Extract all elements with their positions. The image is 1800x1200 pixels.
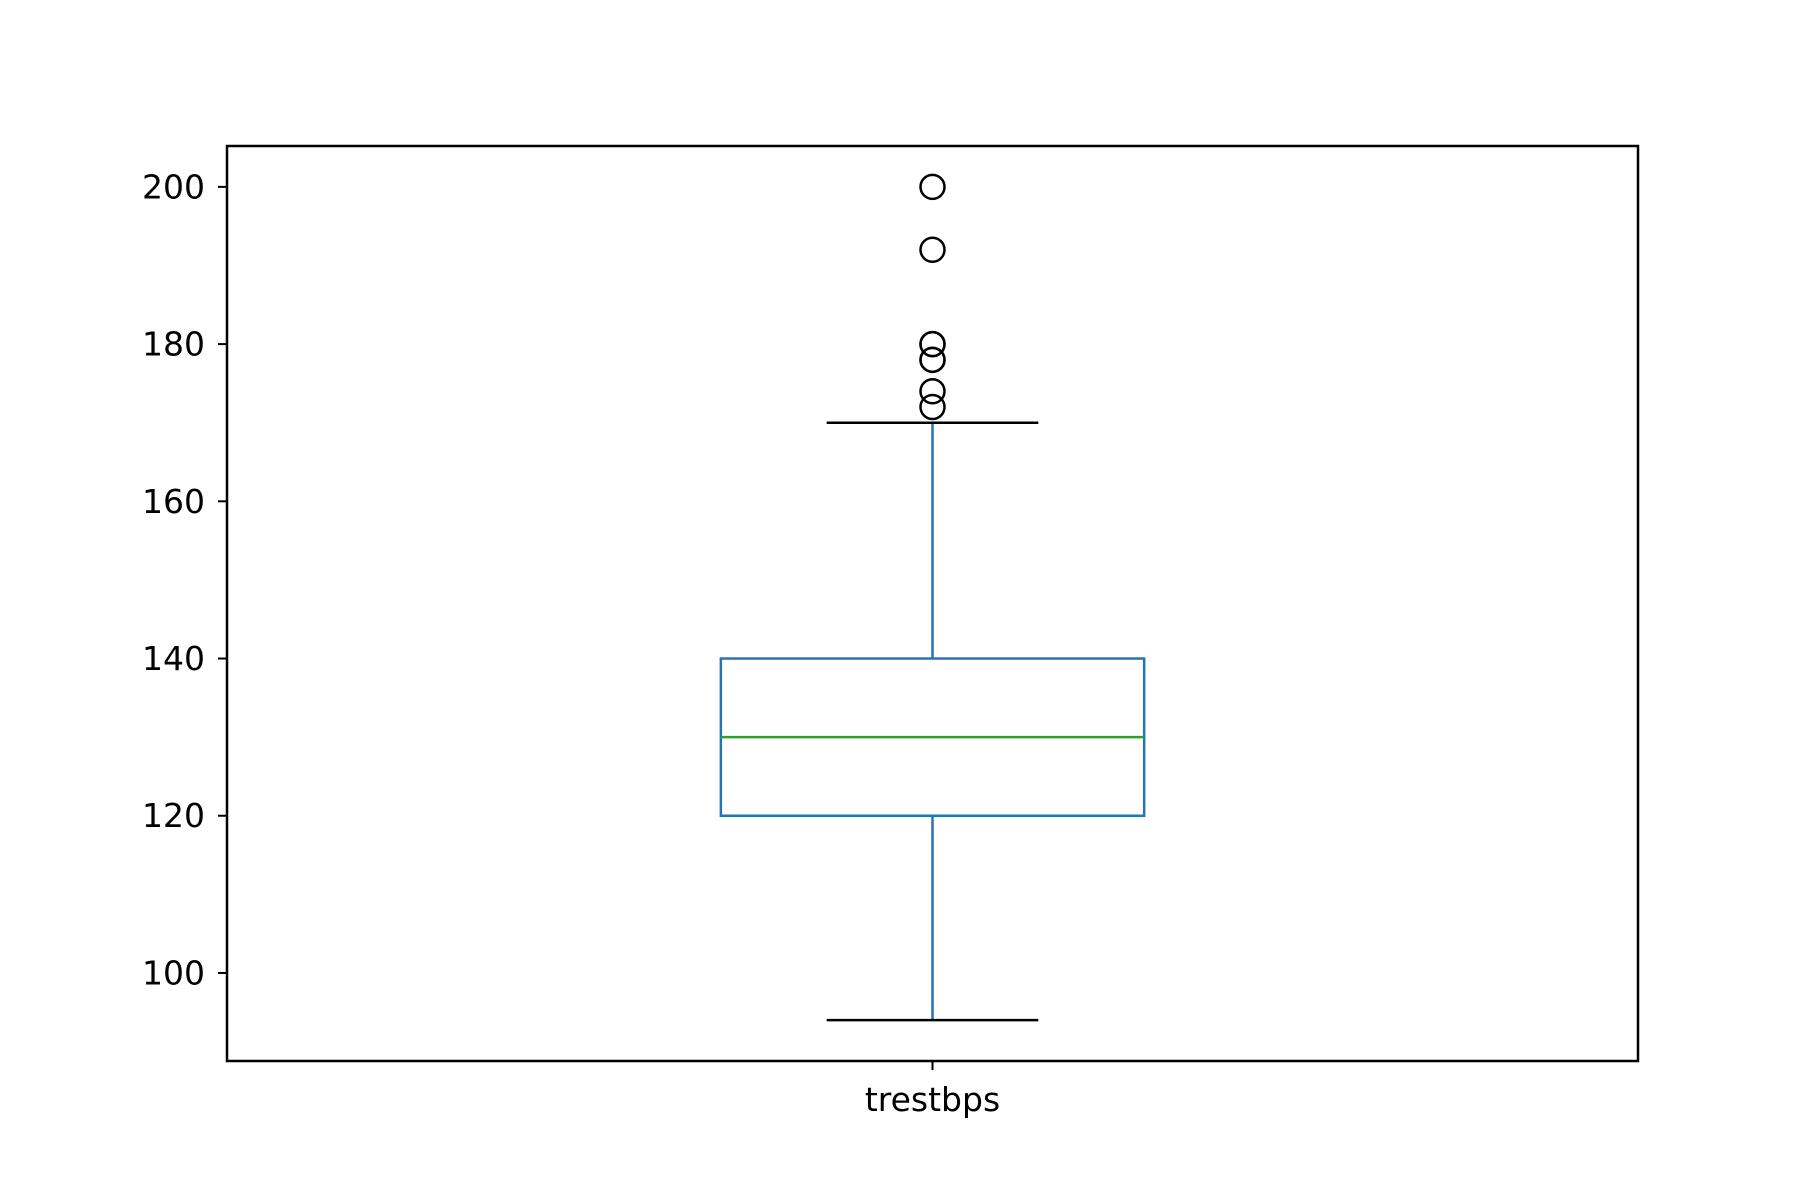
y-axis: 100 120 140 160 180 200 <box>142 167 227 992</box>
x-axis: trestbps <box>865 1061 1000 1119</box>
y-tick-label: 120 <box>142 796 205 835</box>
outlier-point <box>919 173 946 201</box>
outlier-point <box>919 378 946 405</box>
outlier-point <box>919 236 946 264</box>
axes-frame <box>225 144 1640 1063</box>
y-tick-label: 100 <box>142 953 205 992</box>
y-tick-label: 200 <box>142 167 205 206</box>
y-tick-label: 180 <box>142 325 205 364</box>
outlier-point <box>919 330 946 358</box>
x-tick-label: trestbps <box>865 1080 1000 1119</box>
outlier-point <box>919 393 946 421</box>
outlier-point <box>919 346 946 374</box>
y-tick-label: 140 <box>142 639 205 678</box>
plot-area <box>719 173 1146 1022</box>
y-tick-label: 160 <box>142 482 205 521</box>
